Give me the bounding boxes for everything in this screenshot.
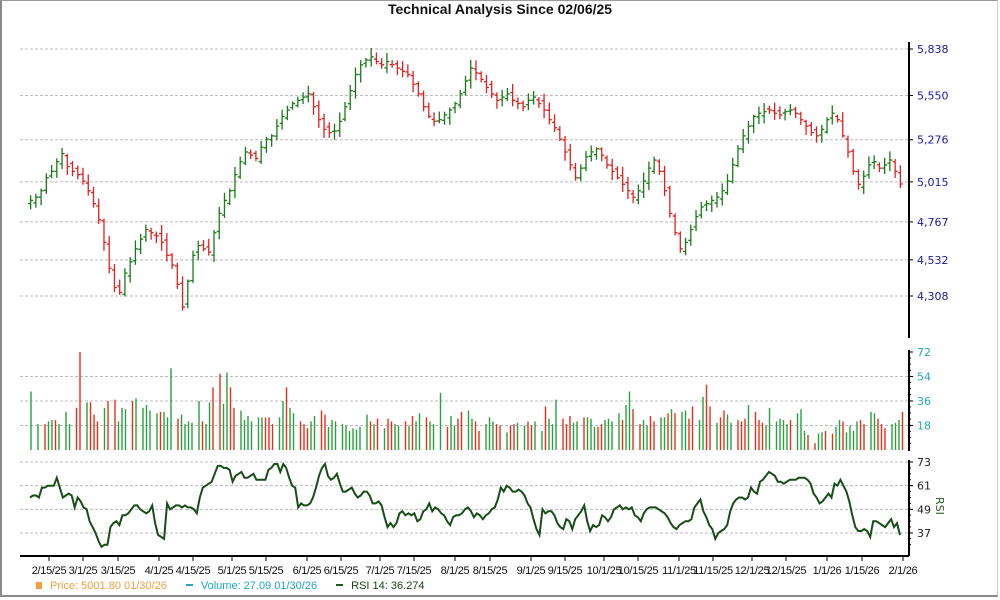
svg-text:5,015: 5,015 xyxy=(917,176,949,189)
svg-text:11/15/25: 11/15/25 xyxy=(693,565,733,577)
svg-text:2/1/26: 2/1/26 xyxy=(889,565,918,577)
svg-text:7/1/25: 7/1/25 xyxy=(366,565,395,577)
rsi-panel xyxy=(29,461,901,549)
svg-text:8/15/25: 8/15/25 xyxy=(473,565,508,577)
svg-text:4,767: 4,767 xyxy=(917,216,949,229)
legend-volume: Volume: 27.09 01/30/26 xyxy=(185,580,325,592)
volume-panel xyxy=(30,352,904,450)
gridlines xyxy=(20,48,908,534)
svg-text:4/1/25: 4/1/25 xyxy=(145,565,174,577)
svg-text:4,308: 4,308 xyxy=(917,290,949,303)
legend-price: Price: 5001.80 01/30/26 xyxy=(36,580,175,592)
price-swatch-icon xyxy=(36,582,42,589)
rsi-swatch-icon xyxy=(336,584,344,586)
svg-text:73: 73 xyxy=(917,456,931,469)
svg-text:37: 37 xyxy=(917,527,931,540)
svg-text:54: 54 xyxy=(917,371,931,384)
svg-text:49: 49 xyxy=(917,503,931,516)
svg-text:4/15/25: 4/15/25 xyxy=(176,565,211,577)
svg-text:18: 18 xyxy=(917,420,931,433)
svg-text:3/15/25: 3/15/25 xyxy=(101,565,136,577)
svg-text:6/15/25: 6/15/25 xyxy=(324,565,359,577)
svg-text:10/15/25: 10/15/25 xyxy=(618,565,659,577)
svg-text:5/15/25: 5/15/25 xyxy=(249,565,284,577)
svg-text:3/1/25: 3/1/25 xyxy=(69,565,98,577)
svg-text:5,838: 5,838 xyxy=(917,43,949,56)
svg-text:RSI: RSI xyxy=(933,497,946,515)
legend-rsi: RSI 14: 36.274 xyxy=(336,580,432,592)
chart-legend: Price: 5001.80 01/30/26 Volume: 27.09 01… xyxy=(36,580,441,592)
svg-text:1/15/26: 1/15/26 xyxy=(845,565,880,577)
svg-text:10/1/25: 10/1/25 xyxy=(587,565,622,577)
svg-text:5/1/25: 5/1/25 xyxy=(218,565,247,577)
svg-text:8/1/25: 8/1/25 xyxy=(441,565,470,577)
volume-swatch-icon xyxy=(185,584,193,586)
svg-text:5,550: 5,550 xyxy=(917,89,949,102)
svg-text:12/1/25: 12/1/25 xyxy=(735,565,770,577)
svg-text:7/15/25: 7/15/25 xyxy=(397,565,432,577)
svg-text:1/1/26: 1/1/26 xyxy=(813,565,842,577)
svg-text:2/15/25: 2/15/25 xyxy=(32,565,67,577)
svg-text:9/1/25: 9/1/25 xyxy=(517,565,546,577)
axes: 5,838 5,550 5,276 5,015 4,767 4,532 4,308 72 54 3… xyxy=(20,42,949,577)
svg-text:72: 72 xyxy=(917,346,931,359)
svg-text:11/1/25: 11/1/25 xyxy=(662,565,696,577)
svg-text:4,532: 4,532 xyxy=(917,254,949,267)
chart-title: Technical Analysis Since 02/06/25 xyxy=(387,1,613,17)
svg-text:5,276: 5,276 xyxy=(917,134,949,147)
svg-text:6/1/25: 6/1/25 xyxy=(293,565,322,577)
svg-text:9/15/25: 9/15/25 xyxy=(548,565,583,577)
svg-text:36: 36 xyxy=(917,395,931,408)
svg-text:61: 61 xyxy=(917,480,931,493)
svg-text:12/15/25: 12/15/25 xyxy=(766,565,807,577)
price-ohlc-panel xyxy=(28,47,903,311)
